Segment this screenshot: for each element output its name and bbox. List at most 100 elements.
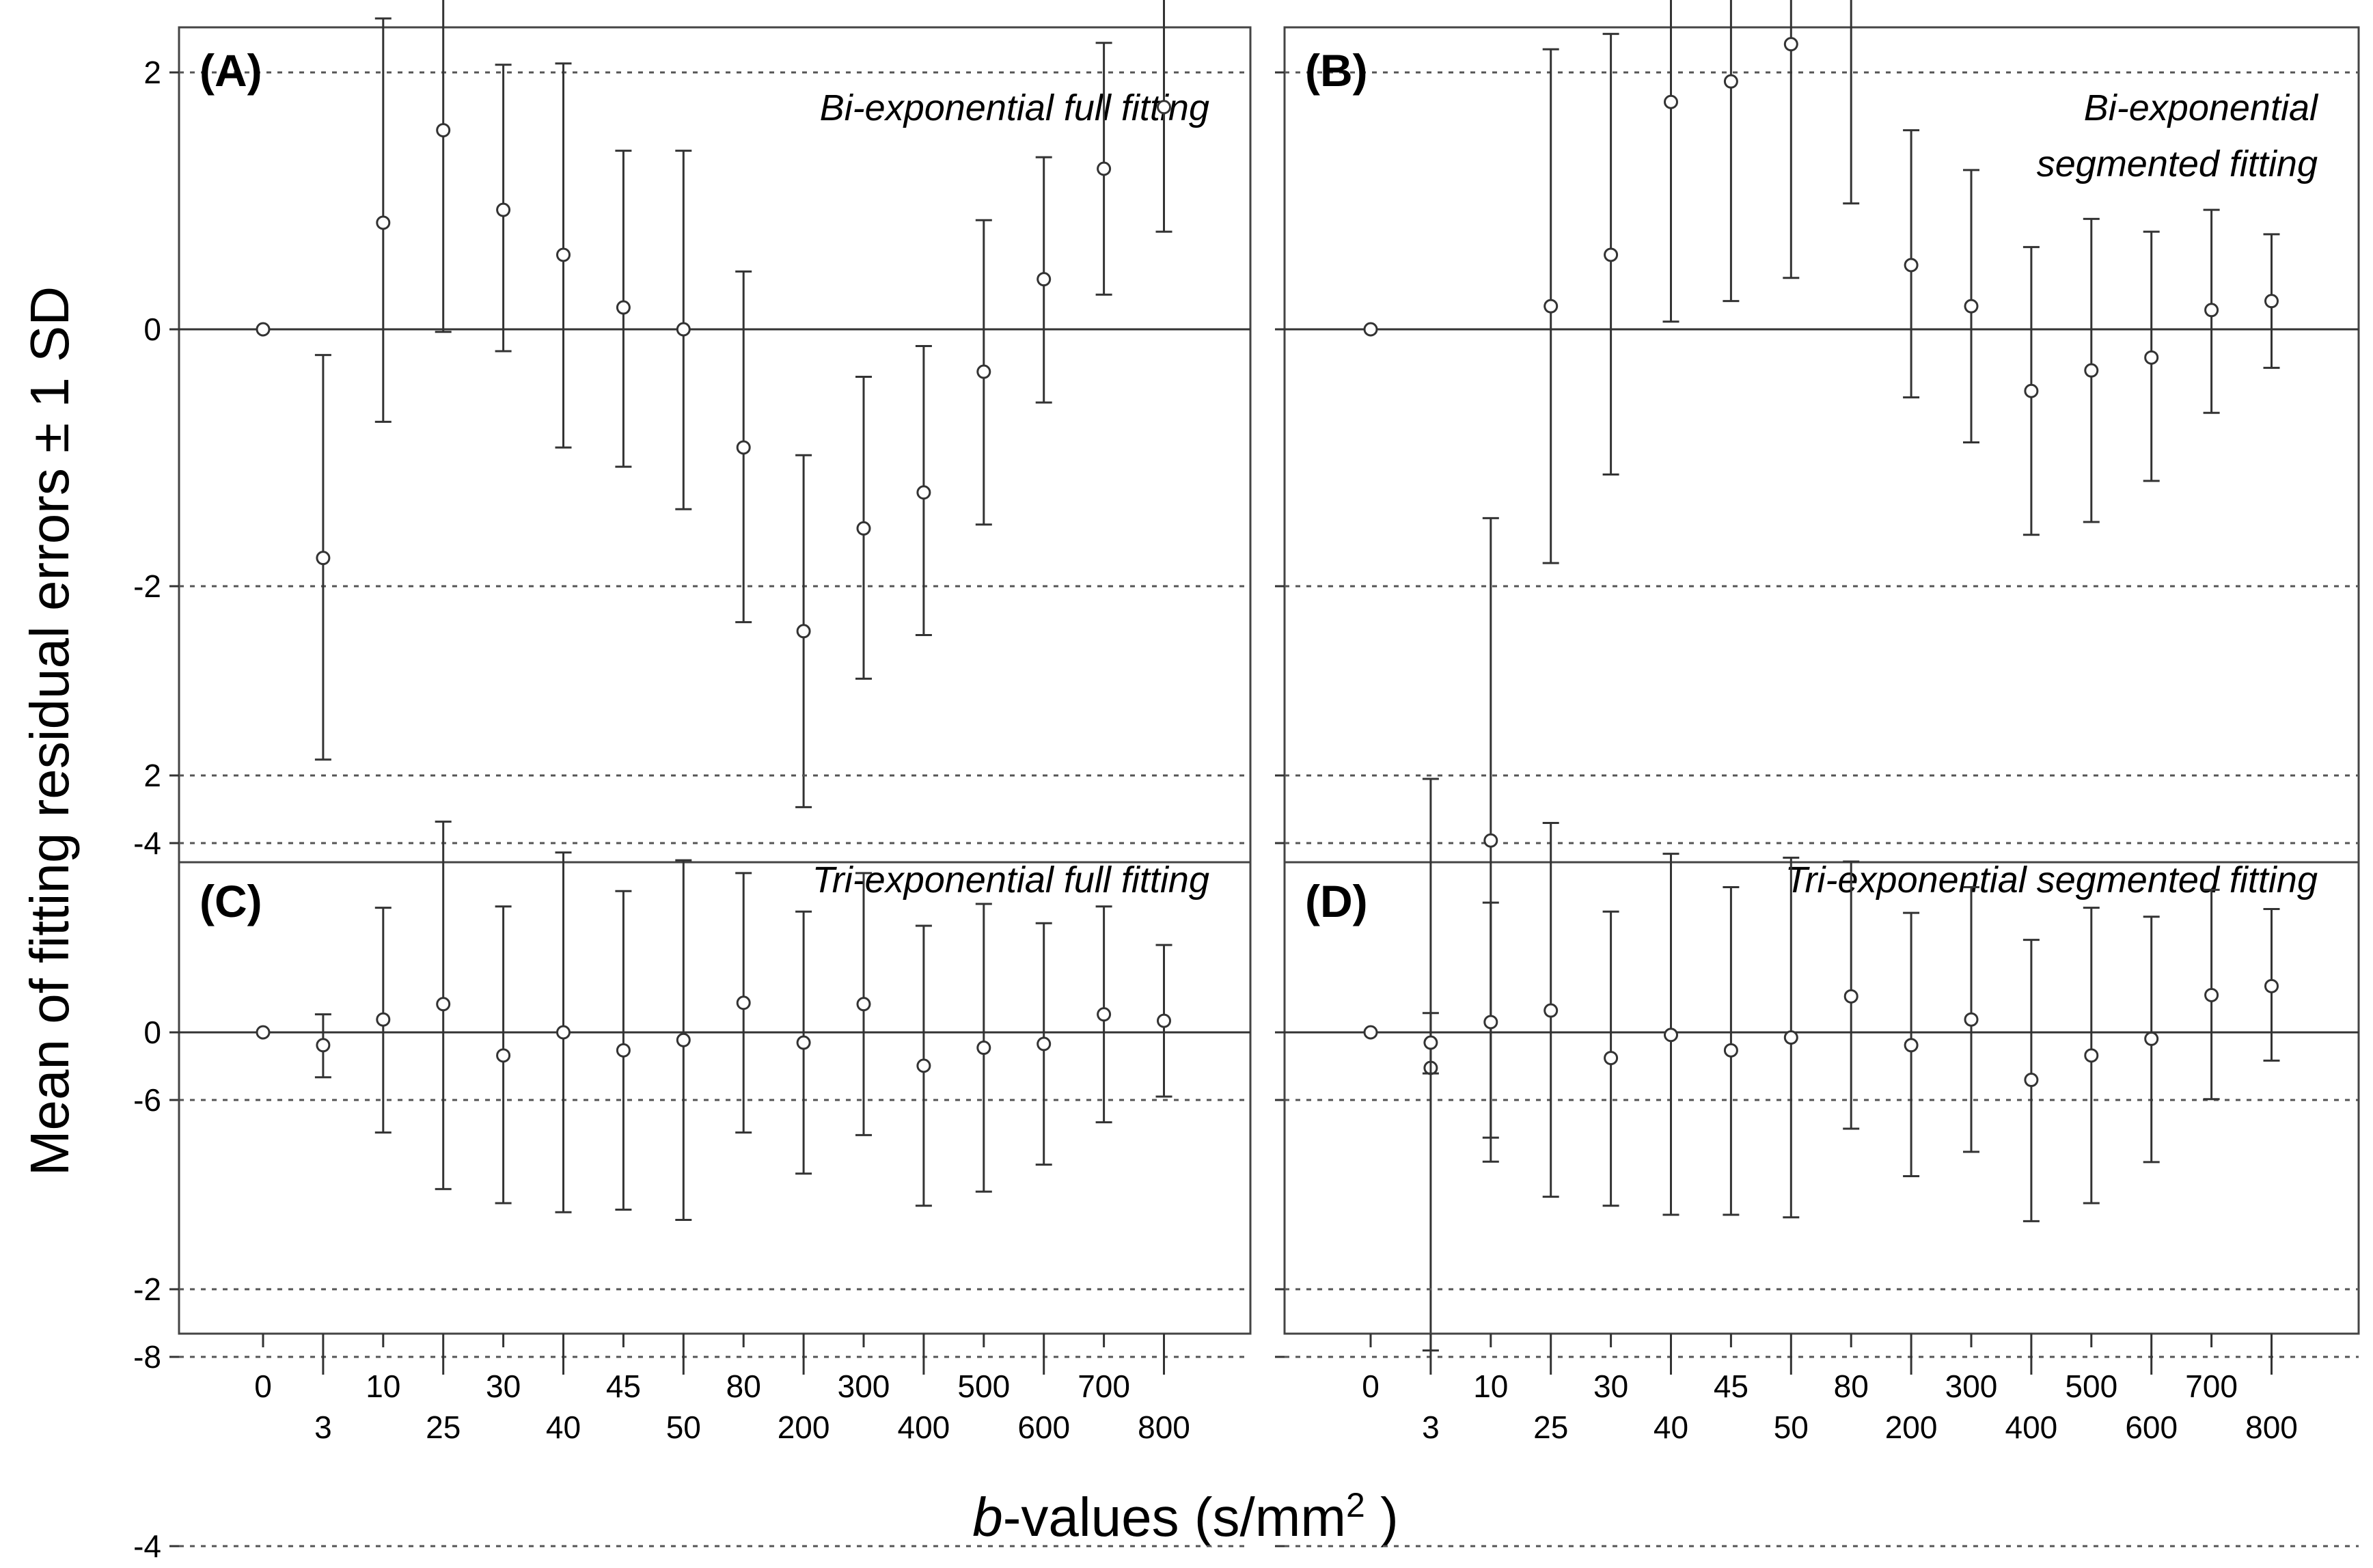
- x-tick-label: 80: [1834, 1368, 1869, 1404]
- x-axis-label-superscript: 2: [1346, 1486, 1365, 1524]
- x-tick-label: 400: [898, 1409, 950, 1445]
- mean-point: [2204, 303, 2219, 318]
- mean-point: [1483, 833, 1498, 848]
- panel-label: (D): [1305, 876, 1368, 926]
- mean-point: [1544, 299, 1559, 314]
- x-tick-label: 700: [1078, 1368, 1130, 1404]
- x-tick-label: 200: [778, 1409, 830, 1445]
- mean-point: [2264, 978, 2279, 993]
- y-tick-label: -8: [133, 1339, 161, 1375]
- panel-label: (B): [1305, 45, 1368, 96]
- mean-point: [1723, 1043, 1738, 1058]
- mean-point: [1157, 100, 1171, 115]
- mean-point: [2084, 1048, 2099, 1063]
- chart-panel-1: (B) Bi-exponential segmented fitting: [1275, 0, 2360, 1358]
- mean-point: [1964, 1012, 1979, 1027]
- x-tick-label: 45: [1714, 1368, 1748, 1404]
- mean-point: [1723, 74, 1738, 89]
- x-tick-label: 500: [2065, 1368, 2117, 1404]
- x-tick-label: 3: [1422, 1409, 1440, 1445]
- y-tick-label: 2: [143, 758, 161, 793]
- x-tick-label: 300: [838, 1368, 890, 1404]
- x-tick-label: 0: [1362, 1368, 1380, 1404]
- mean-point: [316, 1038, 331, 1053]
- mean-point: [676, 1032, 691, 1047]
- mean-point: [1604, 247, 1619, 262]
- mean-point: [2144, 1031, 2159, 1046]
- mean-point: [1904, 1038, 1919, 1053]
- mean-point: [376, 1012, 391, 1027]
- mean-point: [256, 322, 271, 337]
- mean-point: [796, 624, 811, 639]
- mean-point: [1964, 299, 1979, 314]
- mean-point: [2024, 383, 2039, 398]
- mean-point: [796, 1035, 811, 1050]
- panel-frame: [178, 862, 1252, 1335]
- panel-frame: [178, 26, 1252, 864]
- mean-point: [1544, 1003, 1559, 1018]
- mean-point: [1037, 1036, 1052, 1051]
- mean-point: [976, 1041, 991, 1056]
- x-tick-label: 400: [2005, 1409, 2058, 1445]
- mean-point: [1783, 1030, 1798, 1045]
- mean-point: [916, 1058, 931, 1073]
- mean-point: [556, 1025, 571, 1040]
- x-tick-label: 25: [426, 1409, 461, 1445]
- y-tick-label: -4: [133, 825, 161, 861]
- x-tick-label: 10: [366, 1368, 400, 1404]
- x-tick-label: 300: [1945, 1368, 1998, 1404]
- mean-point: [316, 551, 331, 566]
- mean-point: [496, 202, 511, 217]
- y-tick-label: 0: [143, 1015, 161, 1050]
- panel-title: Bi-exponential full fitting: [820, 87, 1209, 128]
- panel-label: (C): [200, 876, 262, 926]
- mean-point: [256, 1025, 271, 1040]
- y-tick-label: -2: [133, 1271, 161, 1307]
- x-tick-label: 800: [2245, 1409, 2298, 1445]
- mean-point: [436, 997, 451, 1012]
- mean-point: [976, 364, 991, 379]
- mean-point: [2264, 294, 2279, 309]
- mean-point: [556, 247, 571, 262]
- mean-point: [1423, 1035, 1438, 1050]
- x-tick-label: 40: [1654, 1409, 1688, 1445]
- y-axis-label: Mean of fitting residual errors ± 1 SD: [19, 286, 80, 1176]
- mean-point: [1037, 272, 1052, 287]
- x-axis-label-close: ): [1365, 1487, 1399, 1548]
- mean-point: [1363, 322, 1378, 337]
- panel-frame: [1283, 862, 2360, 1335]
- panel-title: Tri-exponential segmented fitting: [1785, 859, 2318, 900]
- mean-point: [1483, 1015, 1498, 1030]
- x-tick-label: 45: [606, 1368, 641, 1404]
- mean-point: [1664, 94, 1678, 109]
- mean-point: [856, 997, 871, 1012]
- mean-point: [1097, 1007, 1112, 1022]
- x-tick-label: 30: [1593, 1368, 1628, 1404]
- mean-point: [2204, 987, 2219, 1002]
- y-tick-label: -4: [133, 1528, 161, 1564]
- mean-point: [376, 215, 391, 230]
- mean-point: [1843, 989, 1858, 1004]
- mean-point: [856, 521, 871, 536]
- mean-point: [676, 322, 691, 337]
- mean-point: [1363, 1025, 1378, 1040]
- panel-label: (A): [200, 45, 262, 96]
- y-tick-label: -6: [133, 1082, 161, 1118]
- mean-point: [1904, 258, 1919, 273]
- x-tick-label: 30: [486, 1368, 521, 1404]
- x-tick-label: 600: [2125, 1409, 2178, 1445]
- x-tick-label: 25: [1533, 1409, 1568, 1445]
- x-tick-label: 40: [546, 1409, 581, 1445]
- x-axis-label-italic: b: [972, 1487, 1003, 1548]
- x-axis-label: b-values (s/mm2 ): [972, 1486, 1398, 1548]
- mean-point: [916, 485, 931, 500]
- chart-panel-2: 2 0 -2 -4 0 3 10 25 30 40 45 50 80 200300400500600700…: [133, 758, 1252, 1564]
- mean-point: [616, 300, 631, 315]
- mean-point: [1604, 1051, 1619, 1066]
- mean-point: [1664, 1028, 1678, 1043]
- x-tick-label: 200: [1885, 1409, 1938, 1445]
- x-tick-label: 0: [254, 1368, 272, 1404]
- x-tick-label: 50: [666, 1409, 701, 1445]
- panel-title: Tri-exponential full fitting: [812, 859, 1209, 900]
